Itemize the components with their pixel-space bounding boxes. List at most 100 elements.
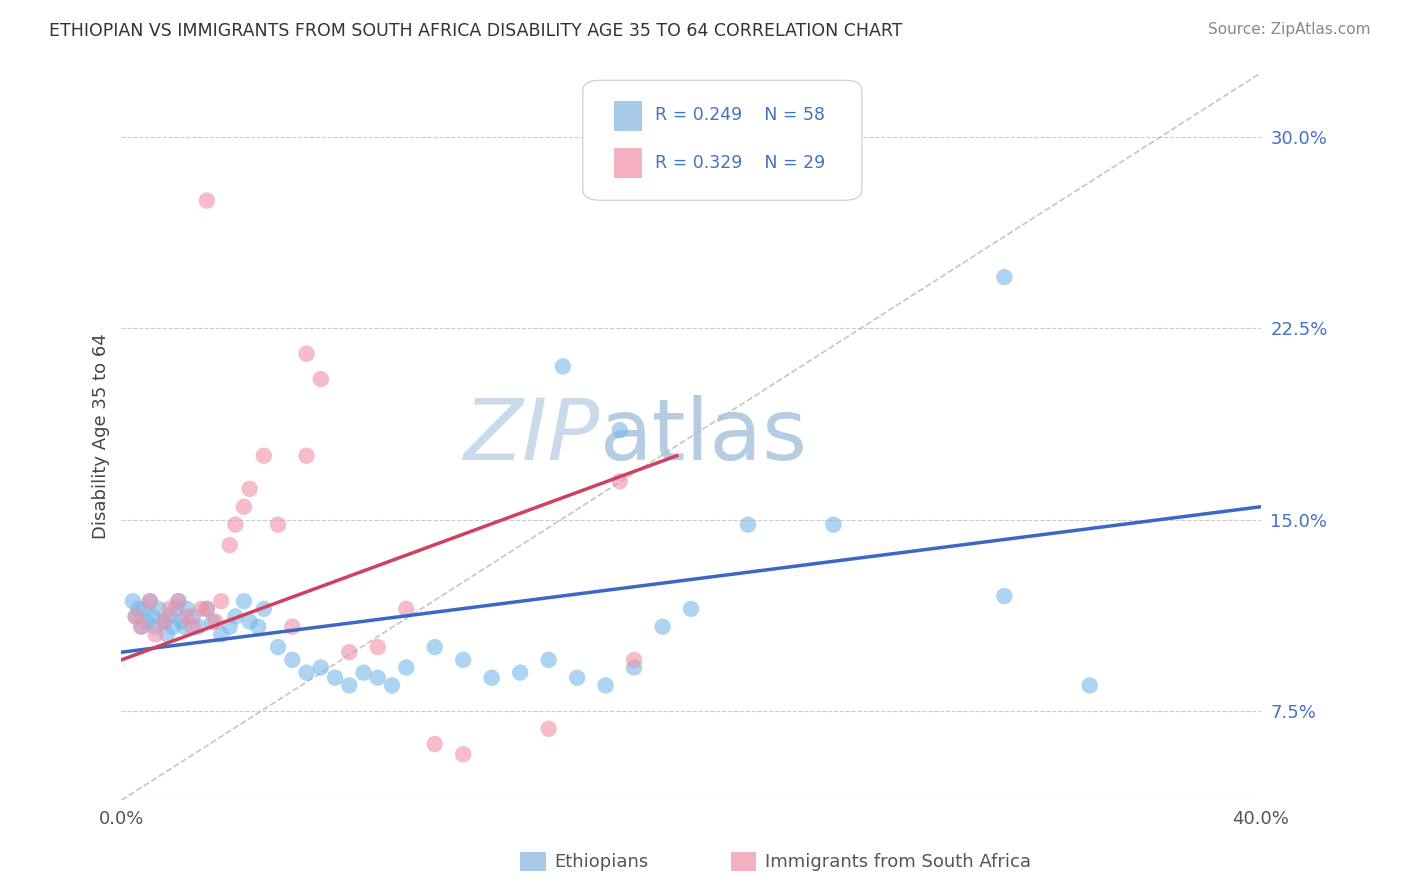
FancyBboxPatch shape [613,148,643,178]
Point [481,671,503,685]
Point [595,678,617,692]
Point [145,620,167,634]
Point [509,665,531,680]
Point [609,475,631,489]
Point [201,615,224,629]
Point [190,602,212,616]
Point [623,653,645,667]
Point [267,640,290,654]
FancyBboxPatch shape [583,80,862,200]
Point [309,372,332,386]
FancyBboxPatch shape [613,101,643,131]
Point [993,270,1015,285]
Point [218,620,240,634]
Point [153,615,176,629]
Point [139,594,162,608]
Text: atlas: atlas [600,395,808,478]
Point [209,594,232,608]
Point [181,620,204,634]
Text: R = 0.329    N = 29: R = 0.329 N = 29 [655,154,825,172]
Point [134,602,156,616]
Point [247,620,270,634]
Point [823,517,845,532]
Point [367,640,389,654]
Point [232,500,254,514]
Point [1078,678,1101,692]
Point [395,602,418,616]
Point [176,602,198,616]
Text: Ethiopians: Ethiopians [554,853,648,871]
Point [367,671,389,685]
Point [195,602,218,616]
Point [167,594,190,608]
Point [128,602,150,616]
Point [253,602,276,616]
Text: R = 0.249    N = 58: R = 0.249 N = 58 [655,106,824,124]
Point [181,609,204,624]
Point [423,737,446,751]
Point [239,482,262,496]
Point [451,747,474,762]
Point [295,449,318,463]
Point [218,538,240,552]
Point [239,615,262,629]
Text: Immigrants from South Africa: Immigrants from South Africa [765,853,1031,871]
Point [165,602,187,616]
Point [423,640,446,654]
Point [131,620,153,634]
Point [323,671,346,685]
Point [167,594,190,608]
Point [651,620,673,634]
Point [139,594,162,608]
Text: Source: ZipAtlas.com: Source: ZipAtlas.com [1208,22,1371,37]
Point [267,517,290,532]
Point [281,653,304,667]
Point [679,602,702,616]
Point [609,423,631,437]
Point [224,609,246,624]
Point [209,627,232,641]
Point [170,615,193,629]
Point [537,653,560,667]
Text: ETHIOPIAN VS IMMIGRANTS FROM SOUTH AFRICA DISABILITY AGE 35 TO 64 CORRELATION CH: ETHIOPIAN VS IMMIGRANTS FROM SOUTH AFRIC… [49,22,903,40]
Text: ZIP: ZIP [464,395,600,478]
Point [224,517,246,532]
Point [232,594,254,608]
Point [125,609,148,624]
Point [162,620,184,634]
Point [565,671,588,685]
Point [153,615,176,629]
Point [131,620,153,634]
Point [295,665,318,680]
Point [253,449,276,463]
Point [159,609,181,624]
Point [623,660,645,674]
Point [142,609,165,624]
Point [551,359,574,374]
Y-axis label: Disability Age 35 to 64: Disability Age 35 to 64 [93,334,110,540]
Point [337,678,360,692]
Point [173,620,195,634]
Point [187,620,209,634]
Point [337,645,360,659]
Point [395,660,418,674]
Point [195,194,218,208]
Point [145,627,167,641]
Point [195,602,218,616]
Point [148,602,170,616]
Point [381,678,404,692]
Point [156,627,179,641]
Point [295,346,318,360]
Point [537,722,560,736]
Point [353,665,375,680]
Point [159,602,181,616]
Point [136,615,159,629]
Point [121,594,143,608]
Point [309,660,332,674]
Point [125,609,148,624]
Point [281,620,304,634]
Point [176,609,198,624]
Point [993,589,1015,603]
Point [204,615,226,629]
Point [737,517,759,532]
